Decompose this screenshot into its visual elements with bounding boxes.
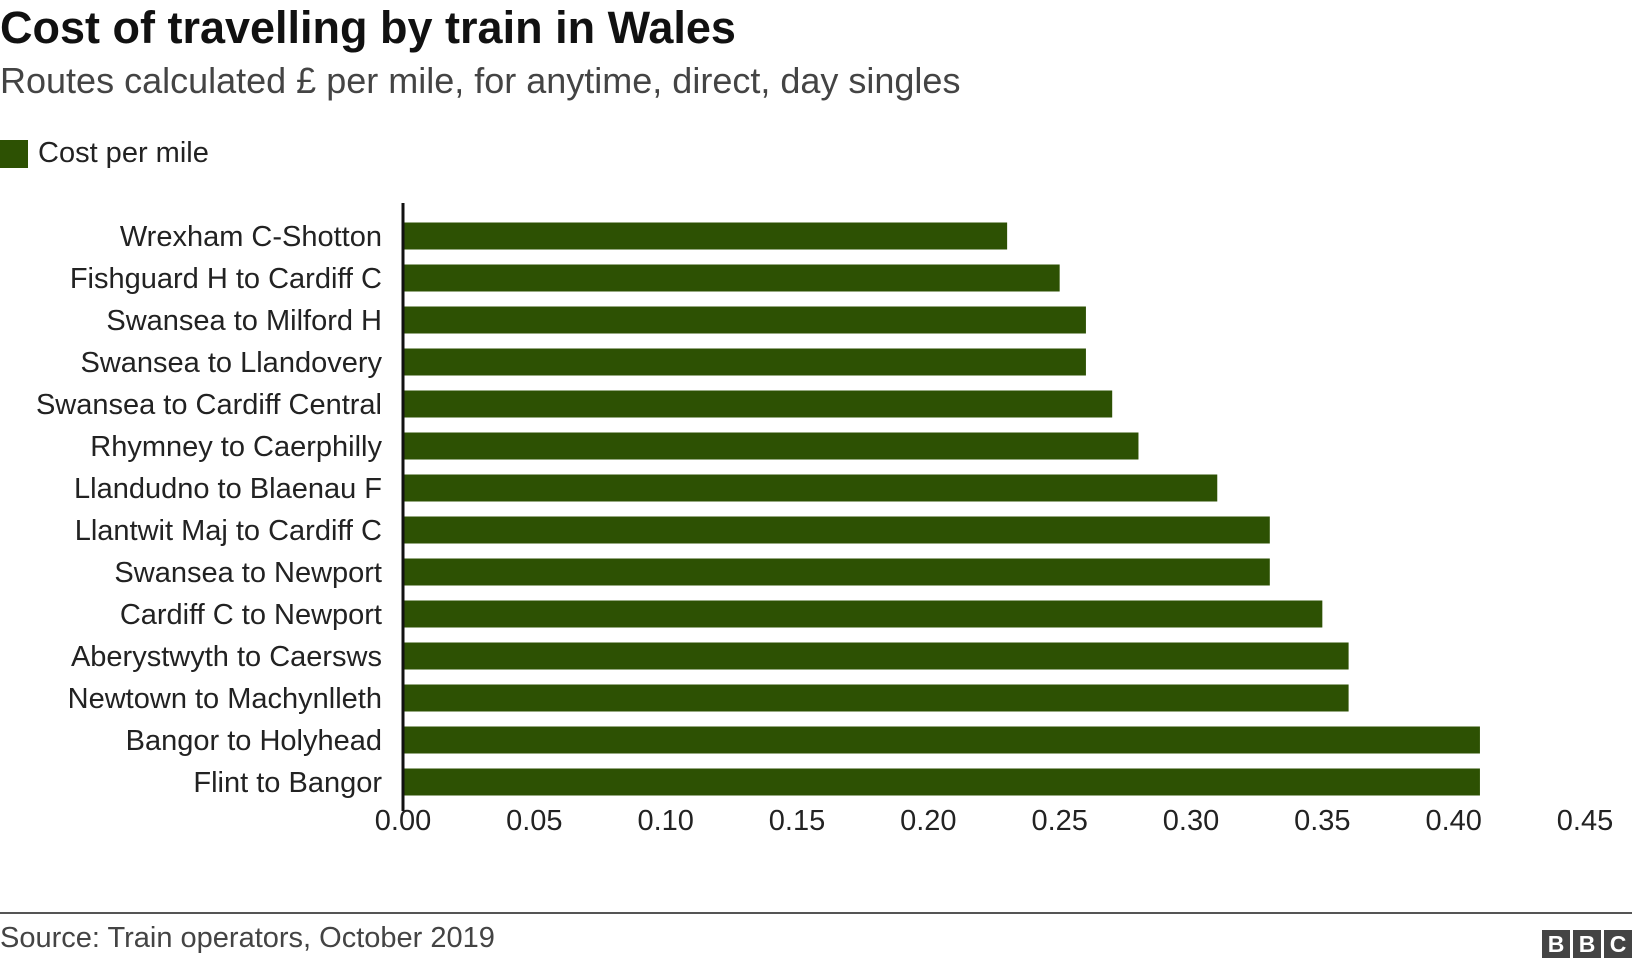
x-tick-label: 0.00: [375, 805, 431, 837]
category-label: Fishguard H to Cardiff C: [70, 263, 382, 295]
bar-chart: Wrexham C-Shotton Fishguard H to Cardiff …: [36, 203, 1613, 837]
bbc-logo: B B C: [1542, 930, 1632, 958]
category-label: Llantwit Maj to Cardiff C: [75, 515, 382, 547]
category-label: Cardiff C to Newport: [120, 599, 382, 631]
bar: [403, 222, 1008, 250]
category-label: Llandudno to Blaenau F: [74, 473, 382, 505]
source-note: Source: Train operators, October 2019: [0, 922, 495, 954]
x-tick-label: 0.45: [1557, 805, 1613, 837]
category-label: Newtown to Machynlleth: [68, 683, 382, 715]
bar: [403, 642, 1349, 670]
bbc-logo-letter-3: C: [1604, 930, 1632, 958]
category-label: Wrexham C-Shotton: [120, 221, 382, 253]
category-label: Bangor to Holyhead: [126, 725, 382, 757]
legend-label: Cost per mile: [38, 137, 209, 169]
bbc-logo-letter-2: B: [1573, 930, 1601, 958]
category-label: Swansea to Llandovery: [81, 347, 383, 379]
category-label: Flint to Bangor: [193, 767, 382, 799]
bar: [403, 264, 1060, 292]
chart-subtitle: Routes calculated £ per mile, for anytim…: [0, 60, 961, 101]
category-label: Swansea to Newport: [114, 557, 382, 589]
bar: [403, 516, 1270, 544]
legend-swatch: [0, 139, 28, 168]
x-tick-label: 0.40: [1425, 805, 1481, 837]
x-tick-label: 0.35: [1294, 805, 1350, 837]
category-label: Swansea to Milford H: [106, 305, 382, 337]
category-label: Aberystwyth to Caersws: [71, 641, 382, 673]
category-label: Rhymney to Caerphilly: [90, 431, 382, 463]
x-tick-label: 0.15: [769, 805, 825, 837]
x-tick-label: 0.30: [1163, 805, 1219, 837]
bar: [403, 726, 1480, 754]
bar: [403, 768, 1480, 796]
bar: [403, 390, 1113, 418]
bar: [403, 558, 1270, 586]
bar: [403, 432, 1139, 460]
bar: [403, 684, 1349, 712]
legend: Cost per mile: [0, 137, 209, 170]
x-tick-label: 0.05: [506, 805, 562, 837]
x-tick-label: 0.10: [637, 805, 693, 837]
x-tick-label: 0.25: [1031, 805, 1087, 837]
bar: [403, 600, 1323, 628]
x-tick-label: 0.20: [900, 805, 956, 837]
bbc-logo-letter-1: B: [1542, 930, 1570, 958]
bar: [403, 306, 1086, 334]
chart-title: Cost of travelling by train in Wales: [0, 2, 736, 53]
category-label: Swansea to Cardiff Central: [36, 389, 382, 421]
bar: [403, 474, 1218, 502]
footer-divider: [0, 912, 1632, 914]
bar: [403, 348, 1086, 376]
